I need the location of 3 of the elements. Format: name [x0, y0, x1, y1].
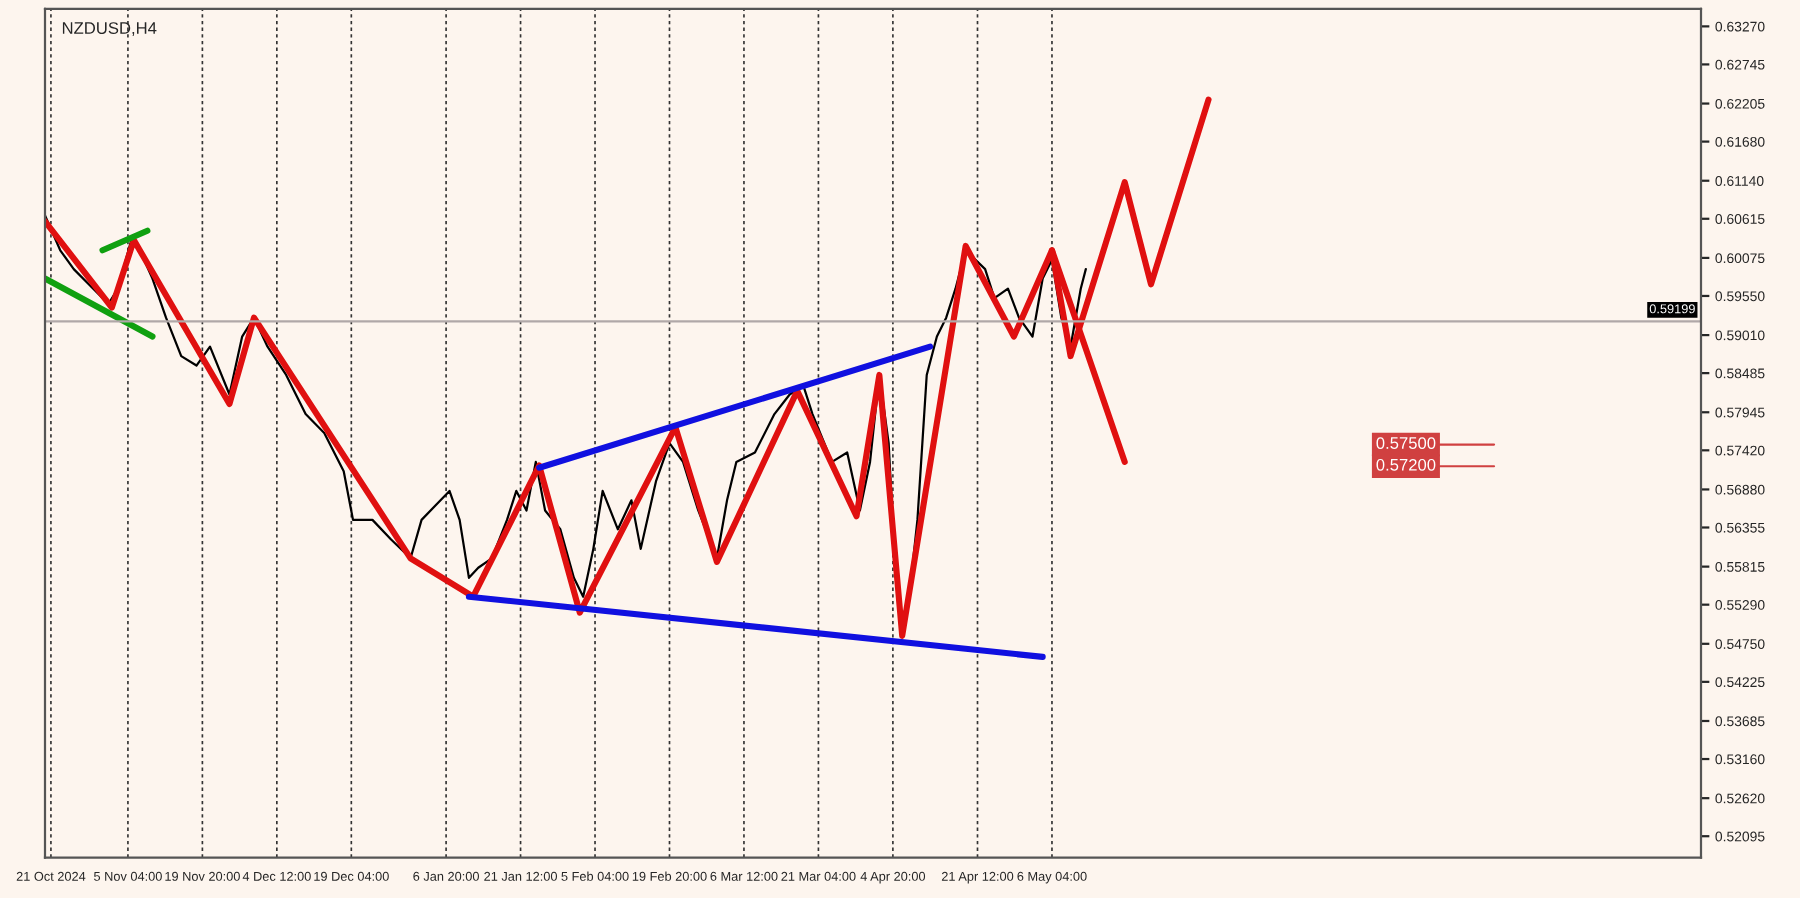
ref-line-label: 0.57500: [1376, 437, 1436, 449]
text: NZDUSD,H4: [62, 22, 157, 36]
ref-line-label: 0.57200: [1376, 458, 1436, 471]
